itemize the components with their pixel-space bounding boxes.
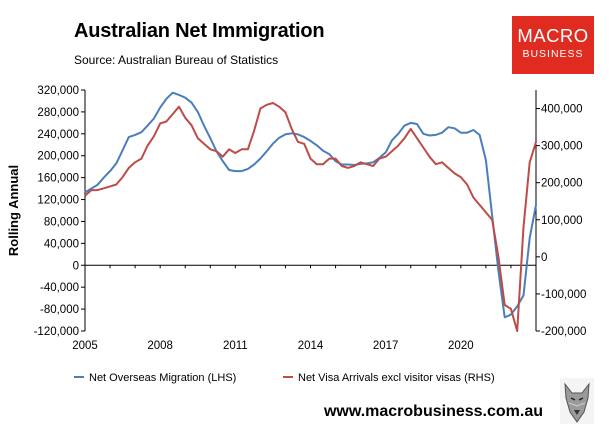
x-tick-label: 2014 [298, 340, 324, 352]
x-tick-label: 2005 [72, 340, 98, 352]
right-tick-label: -100,000 [541, 289, 586, 301]
wolf-icon [560, 378, 594, 424]
left-tick-label: 40,000 [44, 238, 79, 250]
left-tick-label: 280,000 [37, 107, 79, 119]
series-line-net-visa-arrivals [84, 102, 537, 332]
page-title: Australian Net Immigration [74, 20, 325, 42]
x-tick-label: 2020 [448, 340, 474, 352]
right-tick-label: 400,000 [541, 104, 583, 116]
left-tick-label: 200,000 [37, 151, 79, 163]
x-tick-label: 2017 [373, 340, 399, 352]
left-tick-label: -120,000 [34, 326, 79, 338]
left-tick-label: 240,000 [37, 129, 79, 141]
left-tick-label: 160,000 [37, 173, 79, 185]
left-tick-label: -40,000 [40, 282, 79, 294]
x-tick-label: 2011 [223, 340, 248, 352]
right-tick-label: 100,000 [541, 215, 583, 227]
logo-line-1: MACRO [517, 25, 589, 46]
left-tick-label: 120,000 [37, 195, 79, 207]
macrobusiness-logo: MACRO BUSINESS [512, 16, 594, 74]
right-tick-label: 300,000 [541, 141, 583, 153]
right-tick-label: 200,000 [541, 178, 583, 190]
legend-label: Net Visa Arrivals excl visitor visas (RH… [298, 372, 495, 384]
legend-label: Net Overseas Migration (LHS) [89, 372, 236, 384]
y-axis-label: Rolling Annual [6, 165, 21, 256]
x-tick-label: 2008 [147, 340, 173, 352]
left-tick-label: 80,000 [44, 216, 79, 228]
logo-line-2: BUSINESS [522, 48, 584, 60]
left-tick-label: 0 [73, 260, 79, 272]
right-tick-label: -200,000 [541, 326, 586, 338]
left-tick-label: -80,000 [40, 304, 79, 316]
source-note: Source: Australian Bureau of Statistics [74, 53, 279, 67]
series-line-net-overseas-migration [84, 91, 537, 319]
website-url: www.macrobusiness.com.au [323, 403, 543, 420]
left-tick-label: 320,000 [37, 85, 79, 97]
right-tick-label: 0 [541, 252, 547, 264]
